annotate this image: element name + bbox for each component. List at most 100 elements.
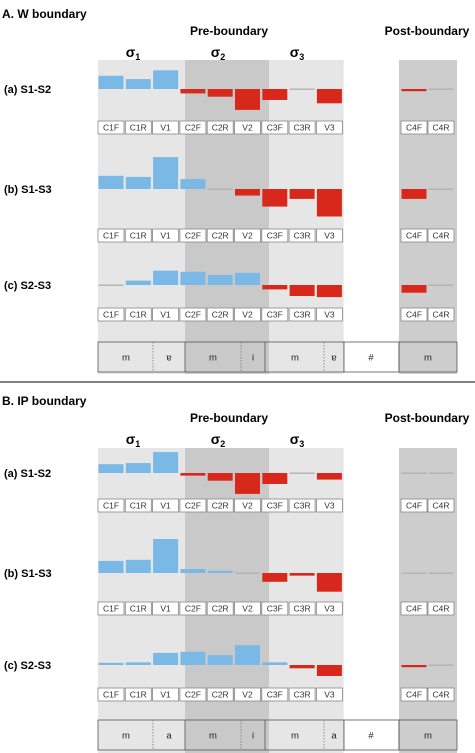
cell-label-c1f: C1F (103, 690, 119, 700)
segment-frame-post (398, 719, 458, 751)
cell-label-c3r: C3R (294, 231, 311, 241)
bar-v2 (235, 89, 260, 110)
sigma3-label: σ3 (290, 431, 305, 449)
sigma-subscript: 2 (220, 52, 225, 62)
segment-label: a (166, 731, 172, 742)
cell-box-v2 (234, 498, 261, 513)
cell-box-c3f (261, 687, 289, 702)
cell-label-v1: V1 (160, 123, 171, 133)
cell-label-c2r: C2R (212, 231, 229, 241)
cell-label-v1: V1 (160, 231, 171, 241)
segment-label: i (252, 353, 254, 364)
segment-frame-boundary (343, 341, 400, 373)
sigma-subscript: 2 (220, 439, 225, 449)
bar-c4f (401, 572, 427, 574)
segment-label: ɐ (331, 353, 336, 364)
cell-box-c1r (124, 228, 152, 243)
cell-label-c3r: C3R (294, 690, 311, 700)
cell-label-v2: V2 (242, 310, 253, 320)
bar-c2f (180, 179, 206, 189)
segment-label: # (368, 353, 374, 364)
bar-c1f (98, 75, 124, 89)
bar-c1r (125, 280, 151, 285)
cell-box-v3 (315, 307, 343, 322)
bar-c3f (262, 573, 288, 582)
sigma2-label: σ2 (211, 431, 226, 449)
cell-label-c3r: C3R (294, 501, 311, 511)
cell-box-c4r (427, 687, 455, 702)
cell-box-c4r (427, 498, 455, 513)
segment-label: ɐ (166, 353, 171, 364)
cell-box-c2r (206, 228, 234, 243)
cell-box-v3 (315, 228, 343, 243)
cell-label-c1r: C1R (130, 604, 147, 614)
bar-c3r (289, 88, 315, 90)
bar-v2 (235, 572, 260, 574)
bar-c4r (428, 188, 454, 190)
sigma3-background (269, 448, 344, 753)
cell-box-v2 (234, 307, 261, 322)
cell-box-c3f (261, 228, 289, 243)
bar-v1 (153, 539, 179, 573)
cell-label-c2f: C2F (185, 501, 201, 511)
bar-c2r (207, 275, 233, 285)
bar-v2 (235, 189, 260, 196)
sigma1-background (98, 448, 185, 753)
row-3: (c) S2-S3 C1F C1R V1 C2F C2R V2 C3F C3R V3 C4F C4R (4, 645, 455, 702)
bar-c4f (401, 285, 427, 293)
cell-label-v1: V1 (160, 310, 171, 320)
cell-box-c4f (400, 228, 428, 243)
bar-c1r (125, 662, 151, 665)
row-2: (b) S1-S3 C1F C1R V1 C2F C2R V2 C3F C3R V3 C4F C4R (4, 157, 455, 243)
bar-c3f (262, 89, 288, 100)
cell-box-v1 (152, 498, 180, 513)
bar-v2 (235, 473, 260, 494)
sigma3-background (269, 60, 344, 374)
cell-label-c1r: C1R (130, 123, 147, 133)
cell-box-c2r (206, 307, 234, 322)
segment-label: m (291, 731, 299, 742)
cell-label-c3r: C3R (294, 123, 311, 133)
row-1: (a) S1-S2 C1F C1R V1 C2F C2R V2 C3F C3R V3 C4F C4R (4, 70, 455, 135)
row-2: (b) S1-S3 C1F C1R V1 C2F C2R V2 C3F C3R V3 C4F C4R (4, 539, 455, 616)
cell-label-c4f: C4F (406, 231, 422, 241)
cell-label-c2r: C2R (212, 690, 229, 700)
cell-box-c1f (97, 498, 125, 513)
cell-box-v3 (315, 687, 343, 702)
cell-box-c1f (97, 120, 125, 135)
sigma-subscript: 3 (299, 439, 304, 449)
sigma1-label: σ1 (126, 44, 141, 62)
cell-label-c1r: C1R (130, 231, 147, 241)
cell-label-c4r: C4R (432, 231, 449, 241)
segment-label: m (122, 731, 130, 742)
cell-label-c4f: C4F (406, 310, 422, 320)
bar-c3r (289, 665, 315, 669)
segment-frame-boundary (343, 719, 400, 751)
segment-frame-post (398, 341, 458, 373)
cell-box-c4r (427, 120, 455, 135)
panel-title: B. IP boundary (2, 394, 87, 408)
cell-box-c4f (400, 307, 428, 322)
cell-box-c3f (261, 307, 289, 322)
sigma1-background (98, 60, 185, 374)
cell-label-c4f: C4F (406, 690, 422, 700)
bar-v3 (316, 473, 342, 480)
sigma-subscript: 3 (299, 52, 304, 62)
row-label: (b) S1-S3 (4, 568, 52, 580)
cell-label-c1r: C1R (130, 501, 147, 511)
cell-box-c1r (124, 687, 152, 702)
sigma-symbol: σ (126, 44, 136, 60)
cell-box-v1 (152, 307, 180, 322)
row-1: (a) S1-S2 C1F C1R V1 C2F C2R V2 C3F C3R V3 C4F C4R (4, 452, 455, 513)
pre-boundary-title: Pre-boundary (190, 411, 268, 425)
segment-label: m (209, 353, 217, 364)
cell-label-c1f: C1F (103, 123, 119, 133)
cell-box-c2f (179, 687, 207, 702)
bar-v2 (235, 272, 260, 285)
sigma-symbol: σ (290, 431, 300, 447)
bar-c1r (125, 79, 151, 89)
cell-box-c3r (288, 228, 316, 243)
cell-label-c1r: C1R (130, 690, 147, 700)
cell-box-c3f (261, 601, 289, 616)
bar-c4f (401, 472, 427, 474)
